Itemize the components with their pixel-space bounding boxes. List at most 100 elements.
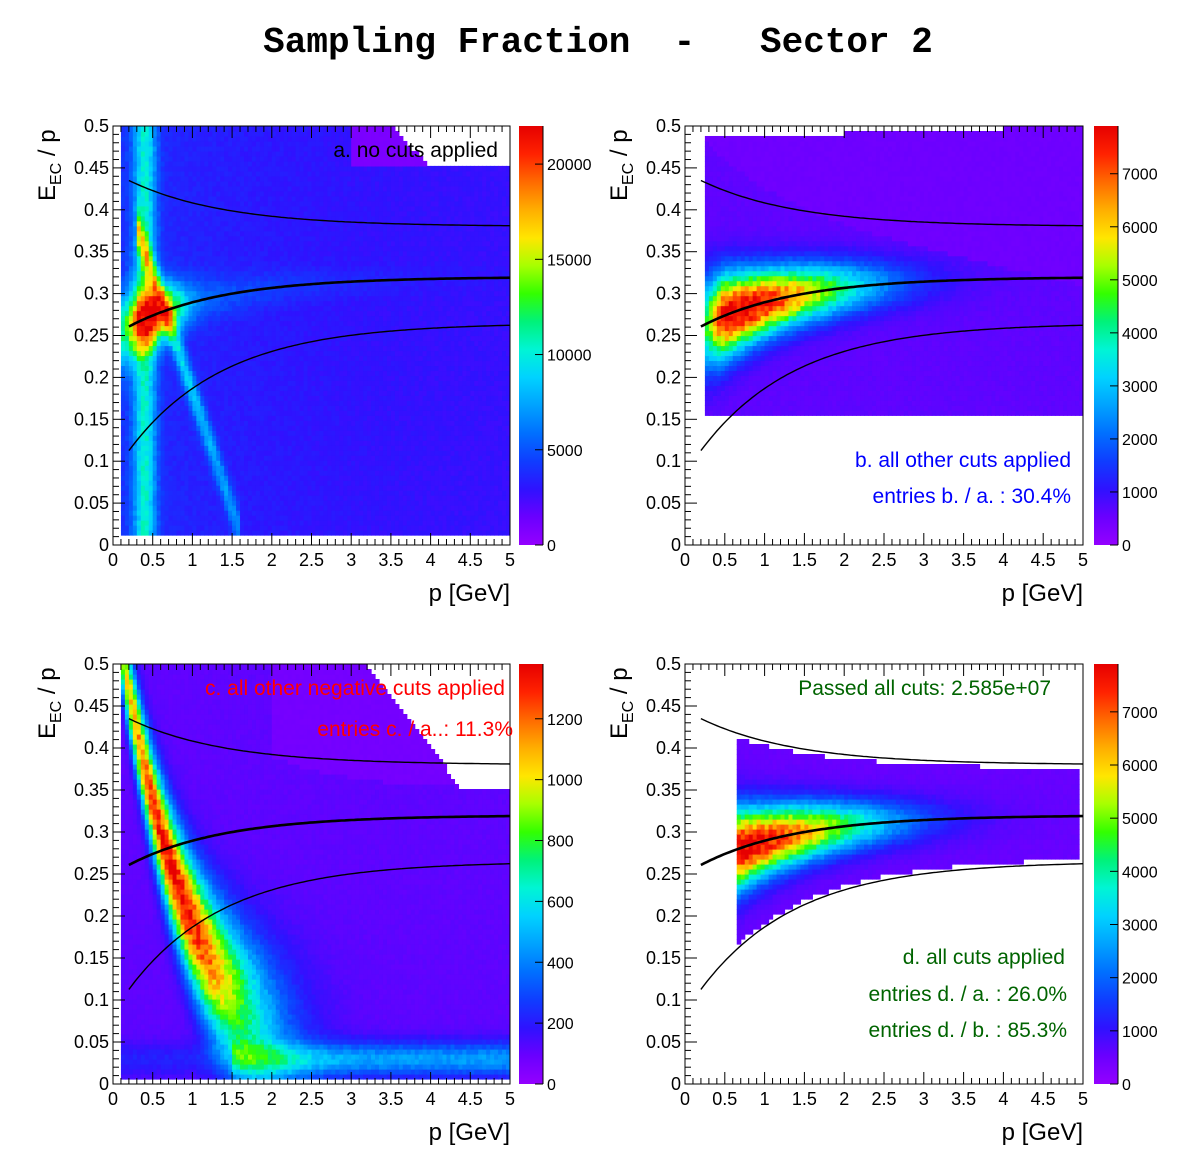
heatmap-cell <box>319 365 325 372</box>
heatmap-cell <box>140 265 146 272</box>
heatmap-cell <box>200 290 205 297</box>
heatmap-cell <box>192 220 197 227</box>
heatmap-cell <box>259 450 265 456</box>
heatmap-cell <box>176 350 182 357</box>
heatmap-cell <box>291 180 297 187</box>
heatmap-cell <box>204 465 209 471</box>
heatmap-cell <box>208 360 213 367</box>
heatmap-cell <box>359 275 364 282</box>
heatmap-cell <box>295 390 301 396</box>
heatmap-cell <box>144 165 150 172</box>
heatmap-cell <box>311 245 317 252</box>
heatmap-cell <box>271 295 277 302</box>
heatmap-cell <box>152 230 158 237</box>
heatmap-cell <box>311 450 317 456</box>
heatmap-cell <box>236 350 241 357</box>
heatmap-cell <box>212 260 217 267</box>
heatmap-cell <box>240 210 245 217</box>
heatmap-cell <box>287 150 293 157</box>
heatmap-cell <box>255 126 261 132</box>
heatmap-cell <box>180 495 186 501</box>
heatmap-cell <box>204 200 209 207</box>
heatmap-cell <box>180 245 186 252</box>
heatmap-cell <box>152 325 158 332</box>
heatmap-cell <box>347 185 352 192</box>
heatmap-cell <box>132 150 138 157</box>
heatmap-cell <box>204 285 209 292</box>
heatmap-cell <box>355 335 360 342</box>
heatmap-cell <box>267 480 273 486</box>
heatmap-cell <box>307 195 313 202</box>
heatmap-cell <box>220 420 225 426</box>
heatmap-cell <box>164 420 170 426</box>
heatmap-cell <box>124 205 130 212</box>
heatmap-cell <box>204 155 209 162</box>
heatmap-cell <box>144 370 150 377</box>
heatmap-cell <box>188 350 193 357</box>
heatmap-cell <box>307 370 313 377</box>
heatmap-cell <box>228 335 233 342</box>
heatmap-cell <box>144 500 150 506</box>
heatmap-cell <box>291 385 297 391</box>
heatmap-cell <box>224 180 229 187</box>
heatmap-cell <box>200 235 205 242</box>
heatmap-cell <box>331 515 336 521</box>
heatmap-cell <box>208 130 213 137</box>
heatmap-cell <box>128 295 134 302</box>
heatmap-cell <box>331 215 336 222</box>
heatmap-cell <box>244 265 249 272</box>
heatmap-cell <box>279 515 285 521</box>
heatmap-cell <box>331 520 336 526</box>
heatmap-cell <box>247 425 253 431</box>
heatmap-cell <box>128 415 134 421</box>
heatmap-cell <box>172 160 178 167</box>
heatmap-cell <box>204 165 209 172</box>
heatmap-cell <box>216 220 221 227</box>
heatmap-cell <box>212 155 217 162</box>
heatmap-cell <box>267 300 273 307</box>
heatmap-cell <box>156 380 162 386</box>
heatmap-cell <box>220 400 225 406</box>
heatmap-cell <box>188 520 193 526</box>
heatmap-cell <box>204 525 209 531</box>
heatmap-cell <box>132 260 138 267</box>
heatmap-cell <box>176 310 182 317</box>
heatmap-cell <box>315 415 321 421</box>
heatmap-cell <box>267 135 273 142</box>
heatmap-cell <box>267 400 273 406</box>
heatmap-cell <box>327 310 332 317</box>
heatmap-cell <box>208 285 213 292</box>
heatmap-cell <box>347 150 352 157</box>
heatmap-cell <box>192 450 197 456</box>
heatmap-cell <box>128 420 134 426</box>
heatmap-cell <box>339 490 344 496</box>
heatmap-cell <box>271 340 277 347</box>
heatmap-cell <box>347 155 352 162</box>
heatmap-cell <box>355 126 360 132</box>
heatmap-cell <box>303 450 309 456</box>
heatmap-cell <box>263 370 269 377</box>
heatmap-cell <box>140 235 146 242</box>
heatmap-cell <box>355 235 360 242</box>
heatmap-cell <box>303 455 309 461</box>
heatmap-cell <box>200 375 205 381</box>
heatmap-cell <box>132 345 138 352</box>
heatmap-cell <box>299 130 305 137</box>
heatmap-cell <box>279 290 285 297</box>
heatmap-cell <box>295 170 301 177</box>
heatmap-cell <box>323 200 328 207</box>
heatmap-cell <box>327 400 332 406</box>
heatmap-cell <box>176 475 182 481</box>
heatmap-cell <box>303 470 309 476</box>
heatmap-cell <box>355 455 360 461</box>
heatmap-cell <box>236 155 241 162</box>
heatmap-cell <box>184 250 190 257</box>
heatmap-cell <box>204 360 209 367</box>
heatmap-cell <box>323 510 328 516</box>
heatmap-cell <box>136 425 142 431</box>
heatmap-cell <box>180 200 186 207</box>
heatmap-cell <box>192 245 197 252</box>
heatmap-cell <box>212 275 217 282</box>
heatmap-cell <box>327 175 332 182</box>
heatmap-cell <box>291 290 297 297</box>
